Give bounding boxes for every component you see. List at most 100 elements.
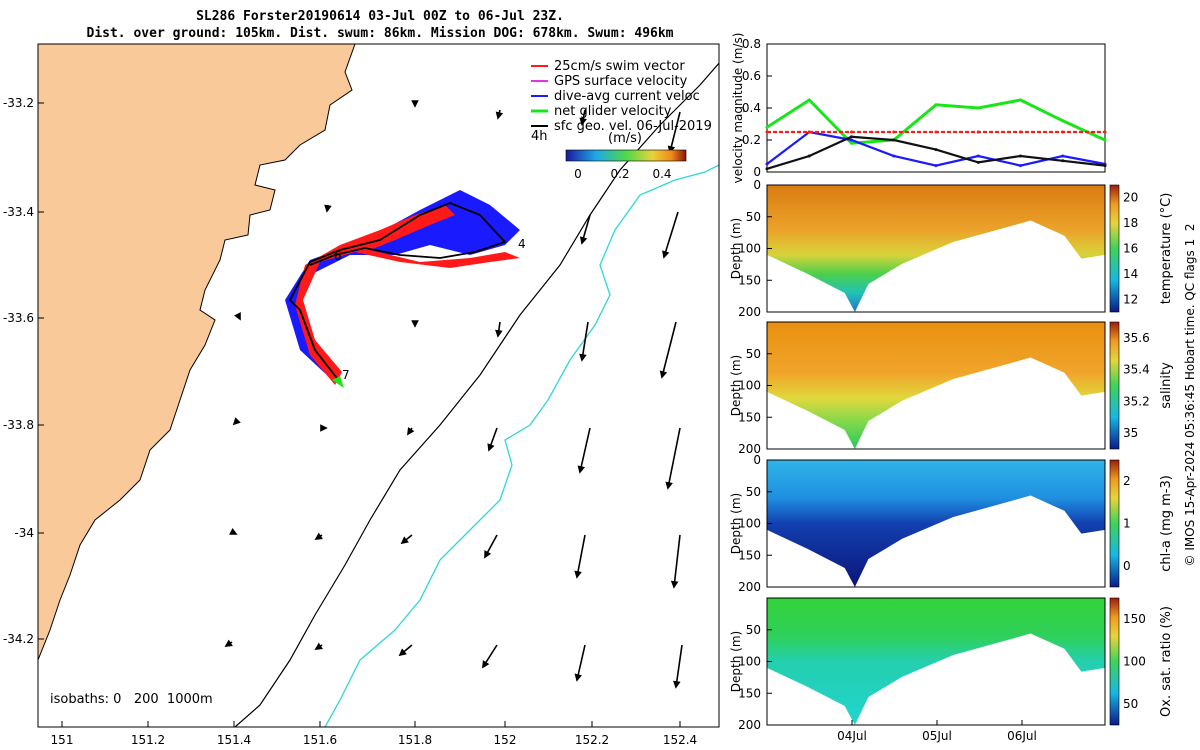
vel-series-point xyxy=(1019,154,1022,158)
depth-colorbar xyxy=(1109,321,1120,450)
isobath-200m xyxy=(234,62,719,727)
vel-series-point xyxy=(807,130,811,134)
map-axis-ticks: 151 151.2 151.4 151.6 151.8 152 152.2 152.4 -33.… xyxy=(3,96,697,747)
vel-series-point xyxy=(1019,98,1022,102)
vel-series-point xyxy=(850,141,853,145)
swim-vector-ribbon xyxy=(295,205,520,385)
depth-colorbar-label: temperature (°C) xyxy=(1159,193,1174,305)
vel-ytick-label: 0.2 xyxy=(742,133,761,147)
map-ytick-label: -33.2 xyxy=(3,96,34,110)
depth-ytick-label: 200 xyxy=(738,305,761,319)
vel-series-point xyxy=(976,160,980,164)
date-xtick-label: 04Jul xyxy=(837,729,867,743)
depth-ytick-label: 100 xyxy=(738,242,761,256)
vel-ylabel: velocity magnitude (m/s) xyxy=(731,33,745,184)
depth-colorbar-tick: 20 xyxy=(1123,191,1138,205)
geostrophic-arrow-head xyxy=(398,648,407,657)
vel-series-point xyxy=(892,154,896,158)
vel-series-point xyxy=(892,138,896,142)
legend-colorbar xyxy=(565,149,687,162)
vel-series-point xyxy=(1019,130,1022,134)
legend-colorbar-tick-2: 0.4 xyxy=(652,167,671,181)
depth-panel-field xyxy=(767,185,1105,312)
depth-ytick-label: 100 xyxy=(738,655,761,669)
vel-series-point xyxy=(850,138,853,142)
geostrophic-arrow-head xyxy=(411,320,419,328)
vel-series-point xyxy=(1019,164,1022,168)
legend-colorbar-tick-1: 0.2 xyxy=(610,167,629,181)
map-xtick-label: 151.6 xyxy=(303,733,337,747)
geostrophic-arrow-head xyxy=(234,312,241,321)
depth-ylabel: Depth (m) xyxy=(729,631,743,692)
land-mass xyxy=(38,44,356,661)
depth-ylabel: Depth (m) xyxy=(729,218,743,279)
vel-series-point xyxy=(1061,119,1065,123)
map-xtick-label: 151.4 xyxy=(217,733,251,747)
vel-series-point xyxy=(934,164,938,168)
day-label-4: 4 xyxy=(518,237,526,251)
geostrophic-arrow-head xyxy=(232,417,241,426)
map-ytick-label: -34.2 xyxy=(3,632,34,646)
geostrophic-arrow-shaft xyxy=(576,644,586,681)
depth-colorbar-tick: 1 xyxy=(1123,517,1131,531)
geostrophic-arrow-head xyxy=(495,329,503,338)
vel-ytick-label: 0.6 xyxy=(742,69,761,83)
geostrophic-arrow-head xyxy=(320,424,328,432)
glider-track-line xyxy=(288,202,507,383)
map-ytick-label: -33.8 xyxy=(3,418,34,432)
net-glider-velocity-marker xyxy=(332,376,344,388)
vel-series-point xyxy=(765,125,769,129)
depth-ytick-label: 150 xyxy=(738,273,761,287)
depth-ytick-label: 100 xyxy=(738,517,761,531)
vel-series-point xyxy=(765,130,769,134)
geostrophic-arrow-shaft xyxy=(661,321,677,378)
geostrophic-arrow-shaft xyxy=(669,111,681,153)
vel-series-point xyxy=(1061,154,1065,158)
legend: 25cm/s swim vector GPS surface velocity … xyxy=(531,59,712,181)
depth-colorbar-tick: 150 xyxy=(1123,612,1146,626)
vel-series-point xyxy=(976,106,980,110)
depth-colorbar-tick: 2 xyxy=(1123,474,1131,488)
depth-ylabel: Depth (m) xyxy=(729,355,743,416)
geostrophic-arrows xyxy=(224,100,683,689)
map-ytick-label: -34 xyxy=(14,526,34,540)
geostrophic-arrow-head xyxy=(577,465,585,474)
geostrophic-arrow-head xyxy=(314,642,323,650)
depth-colorbar-label: salinity xyxy=(1159,362,1174,409)
depth-colorbar-tick: 12 xyxy=(1123,292,1138,306)
geostrophic-arrow-head xyxy=(484,550,492,559)
isobaths-label: isobaths: 0 200 1000m xyxy=(50,692,213,707)
geostrophic-arrow-head xyxy=(670,580,679,589)
depth-ytick-label: 200 xyxy=(738,718,761,732)
vel-series-point xyxy=(976,154,980,158)
vel-series-point xyxy=(807,98,811,102)
depth-ylabel: Depth (m) xyxy=(729,493,743,554)
geostrophic-arrow-head xyxy=(314,532,323,540)
vel-series-point xyxy=(934,103,938,107)
map-xtick-label: 151.8 xyxy=(398,733,432,747)
map-ytick-label: -33.4 xyxy=(3,205,34,219)
vel-series-point xyxy=(765,162,769,166)
legend-label-dive: dive-avg current veloc xyxy=(554,89,700,104)
geostrophic-arrow-shaft xyxy=(581,321,589,361)
date-xtick-label: 05Jul xyxy=(922,729,952,743)
dive-avg-current-ribbon xyxy=(285,190,520,378)
depth-ytick-label: 50 xyxy=(746,210,761,224)
depth-ytick-label: 150 xyxy=(738,410,761,424)
depth-colorbar-tick: 100 xyxy=(1123,655,1146,669)
depth-colorbar xyxy=(1109,184,1120,313)
map-ytick-label: -33.6 xyxy=(3,311,34,325)
depth-colorbar xyxy=(1109,597,1120,726)
depth-colorbar-tick: 35.6 xyxy=(1123,331,1150,345)
legend-label-gps: GPS surface velocity xyxy=(554,74,688,89)
geostrophic-arrow-head xyxy=(574,570,582,579)
geostrophic-arrow-head xyxy=(579,353,587,362)
depth-ytick-label: 150 xyxy=(738,686,761,700)
vel-series-point xyxy=(1103,138,1107,142)
vel-series-point xyxy=(934,148,938,152)
map-xtick-label: 151 xyxy=(51,733,74,747)
